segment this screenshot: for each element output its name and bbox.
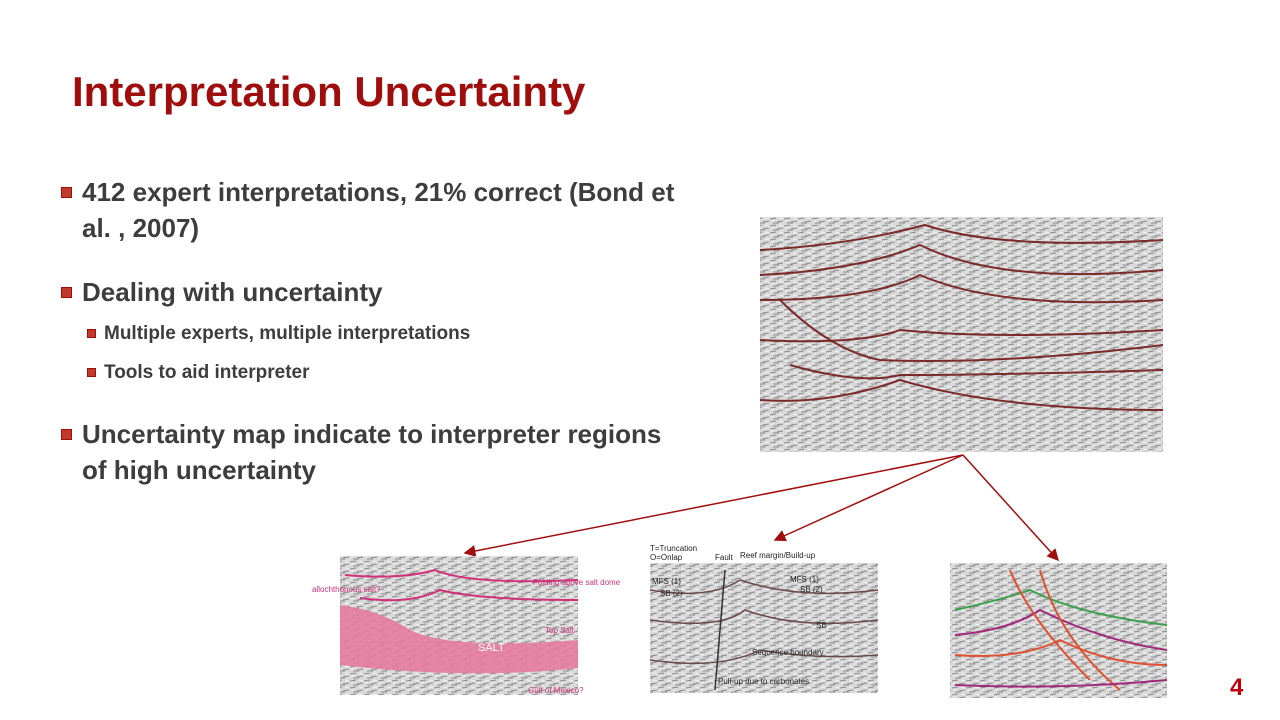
salt-figure: allochthonous salt? Folding above salt d… — [312, 556, 621, 695]
figure-label: SB (2) — [660, 589, 683, 598]
main-seismic — [759, 217, 1164, 452]
page-number: 4 — [1230, 674, 1244, 701]
sub-bullet: Tools to aid interpreter — [87, 362, 310, 383]
figure-label: Top Salt — [545, 626, 575, 635]
figure-label: allochthonous salt? — [312, 585, 381, 594]
figure-label: SALT — [478, 642, 505, 654]
sub-bullet: Multiple experts, multiple interpretatio… — [86, 323, 471, 344]
figure-label: Pull-up due to carbonates — [718, 677, 809, 686]
figure-label: T=Truncation — [650, 544, 697, 553]
figure-label: O=Onlap — [650, 553, 683, 562]
bullet: Dealing with uncertainty — [61, 274, 692, 310]
figure-label: Reef margin/Build-up — [740, 551, 816, 560]
bullet: 412 expert interpretations, 21% correct … — [61, 174, 692, 246]
figure-label: Sequence boundary — [752, 648, 824, 657]
figure-label: SB — [816, 621, 827, 630]
figure-label: MFS (1) — [652, 577, 681, 586]
figure-label: MFS (1) — [790, 575, 819, 584]
sequence-figure: T=Truncation O=Onlap Fault Reef margin/B… — [649, 544, 879, 693]
arrows — [463, 454, 1060, 562]
slide-title: Interpretation Uncertainty — [72, 68, 586, 115]
figure-label: Gulf of Mexico? — [528, 686, 584, 695]
figure-label: Fault — [715, 553, 734, 562]
bullet: Uncertainty map indicate to interpreter … — [61, 416, 692, 488]
figure-label: Folding above salt dome — [533, 578, 621, 587]
multi-figure — [950, 563, 1168, 698]
figure-label: SB (2) — [800, 585, 823, 594]
